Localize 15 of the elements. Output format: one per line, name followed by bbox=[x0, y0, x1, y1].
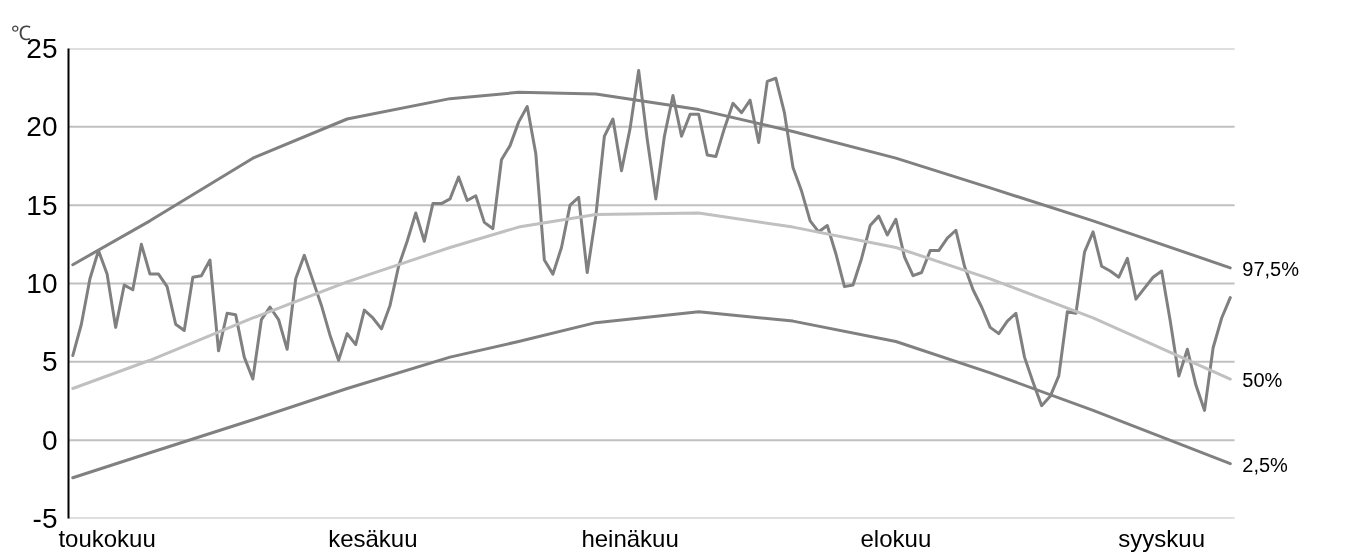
y-tick-label: 10 bbox=[26, 268, 58, 299]
series-label: 50% bbox=[1242, 369, 1283, 392]
series-label: 2,5% bbox=[1242, 453, 1289, 476]
series-label: 97,5% bbox=[1242, 257, 1300, 280]
x-tick-label: toukokuu bbox=[58, 524, 156, 552]
x-tick-label: syyskuu bbox=[1118, 524, 1206, 552]
line-series bbox=[71, 211, 1232, 390]
y-tick-label: -5 bbox=[32, 503, 58, 534]
y-tick-label: 15 bbox=[26, 189, 58, 221]
y-tick-label: 5 bbox=[41, 346, 58, 378]
y-tick-label: 20 bbox=[26, 111, 58, 143]
y-tick-label: 0 bbox=[41, 424, 58, 456]
x-tick-label: heinäkuu bbox=[581, 524, 679, 552]
x-tick-label: kesäkuu bbox=[328, 524, 418, 552]
x-tick-label: elokuu bbox=[860, 524, 932, 552]
